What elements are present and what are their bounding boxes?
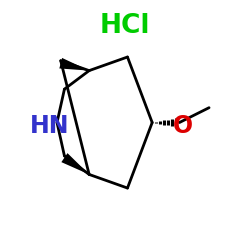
Polygon shape bbox=[59, 58, 89, 70]
Polygon shape bbox=[61, 153, 89, 174]
Text: HN: HN bbox=[30, 114, 69, 138]
Text: O: O bbox=[173, 114, 193, 138]
Text: HCl: HCl bbox=[100, 13, 150, 39]
